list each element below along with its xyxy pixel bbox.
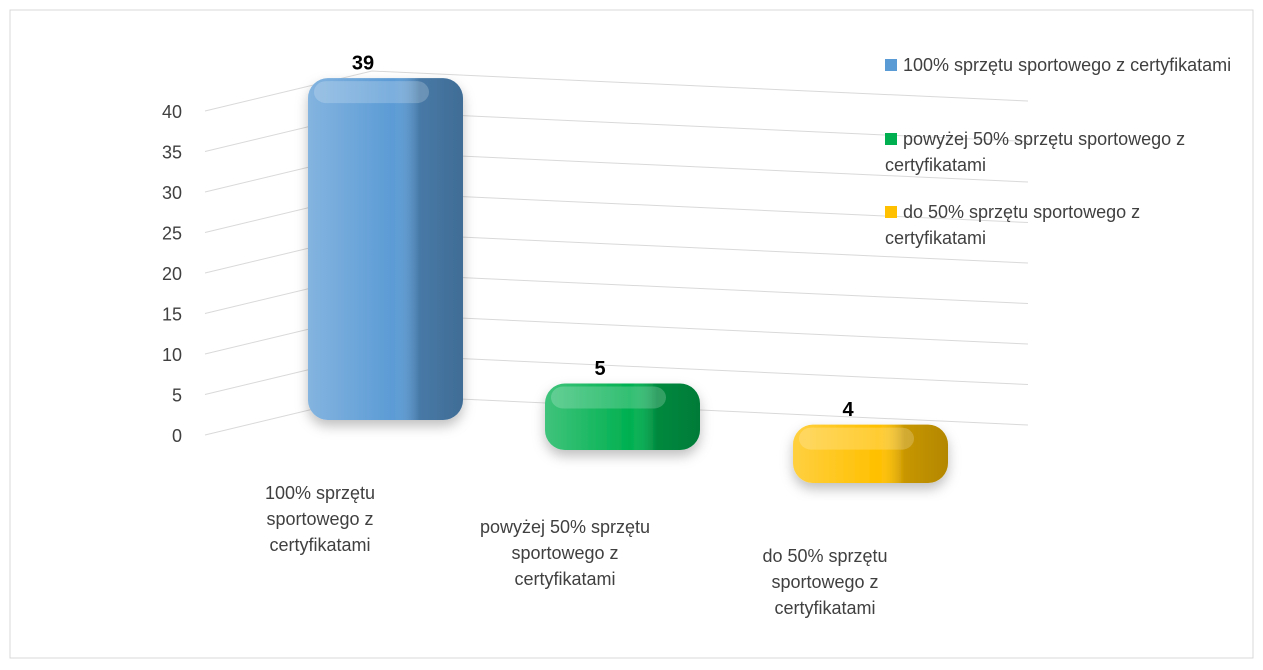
legend-entry: 100% sprzętu sportowego z certyfikatami [885,52,1245,78]
data-label: 4 [842,399,854,421]
legend-swatch [885,206,897,218]
legend-swatch [885,133,897,145]
y-tick-label: 30 [162,183,182,203]
grid-line [204,70,1029,112]
bar [793,424,948,483]
legend-entry: do 50% sprzętu sportowego z certyfikatam… [885,199,1245,251]
y-tick-label: 0 [172,426,182,446]
y-tick-label: 40 [162,102,182,122]
data-label: 39 [352,52,374,74]
y-tick-label: 5 [172,385,182,405]
legend-swatch [885,59,897,71]
legend-label: 100% sprzętu sportowego z certyfikatami [903,55,1232,75]
legend-label: do 50% sprzętu sportowego z certyfikatam… [885,202,1141,248]
frame [9,9,1254,659]
x-tick-label: 100% sprzętu sportowego z certyfikatami [264,483,376,555]
x-tick-label: powyżej 50% sprzętu sportowego z certyfi… [479,517,651,589]
data-label: 5 [594,358,605,380]
y-tick-label: 10 [162,345,182,365]
y-tick-label: 25 [162,223,182,243]
legend-label: powyżej 50% sprzętu sportowego z certyfi… [885,129,1186,175]
x-tick-label: do 50% sprzętu sportowego z certyfikatam… [762,546,888,618]
y-tick-label: 20 [162,264,182,284]
y-tick-label: 15 [162,304,182,324]
legend-entry: powyżej 50% sprzętu sportowego z certyfi… [885,126,1245,178]
y-tick-label: 35 [162,142,182,162]
bar [308,78,463,420]
bar [545,383,700,450]
